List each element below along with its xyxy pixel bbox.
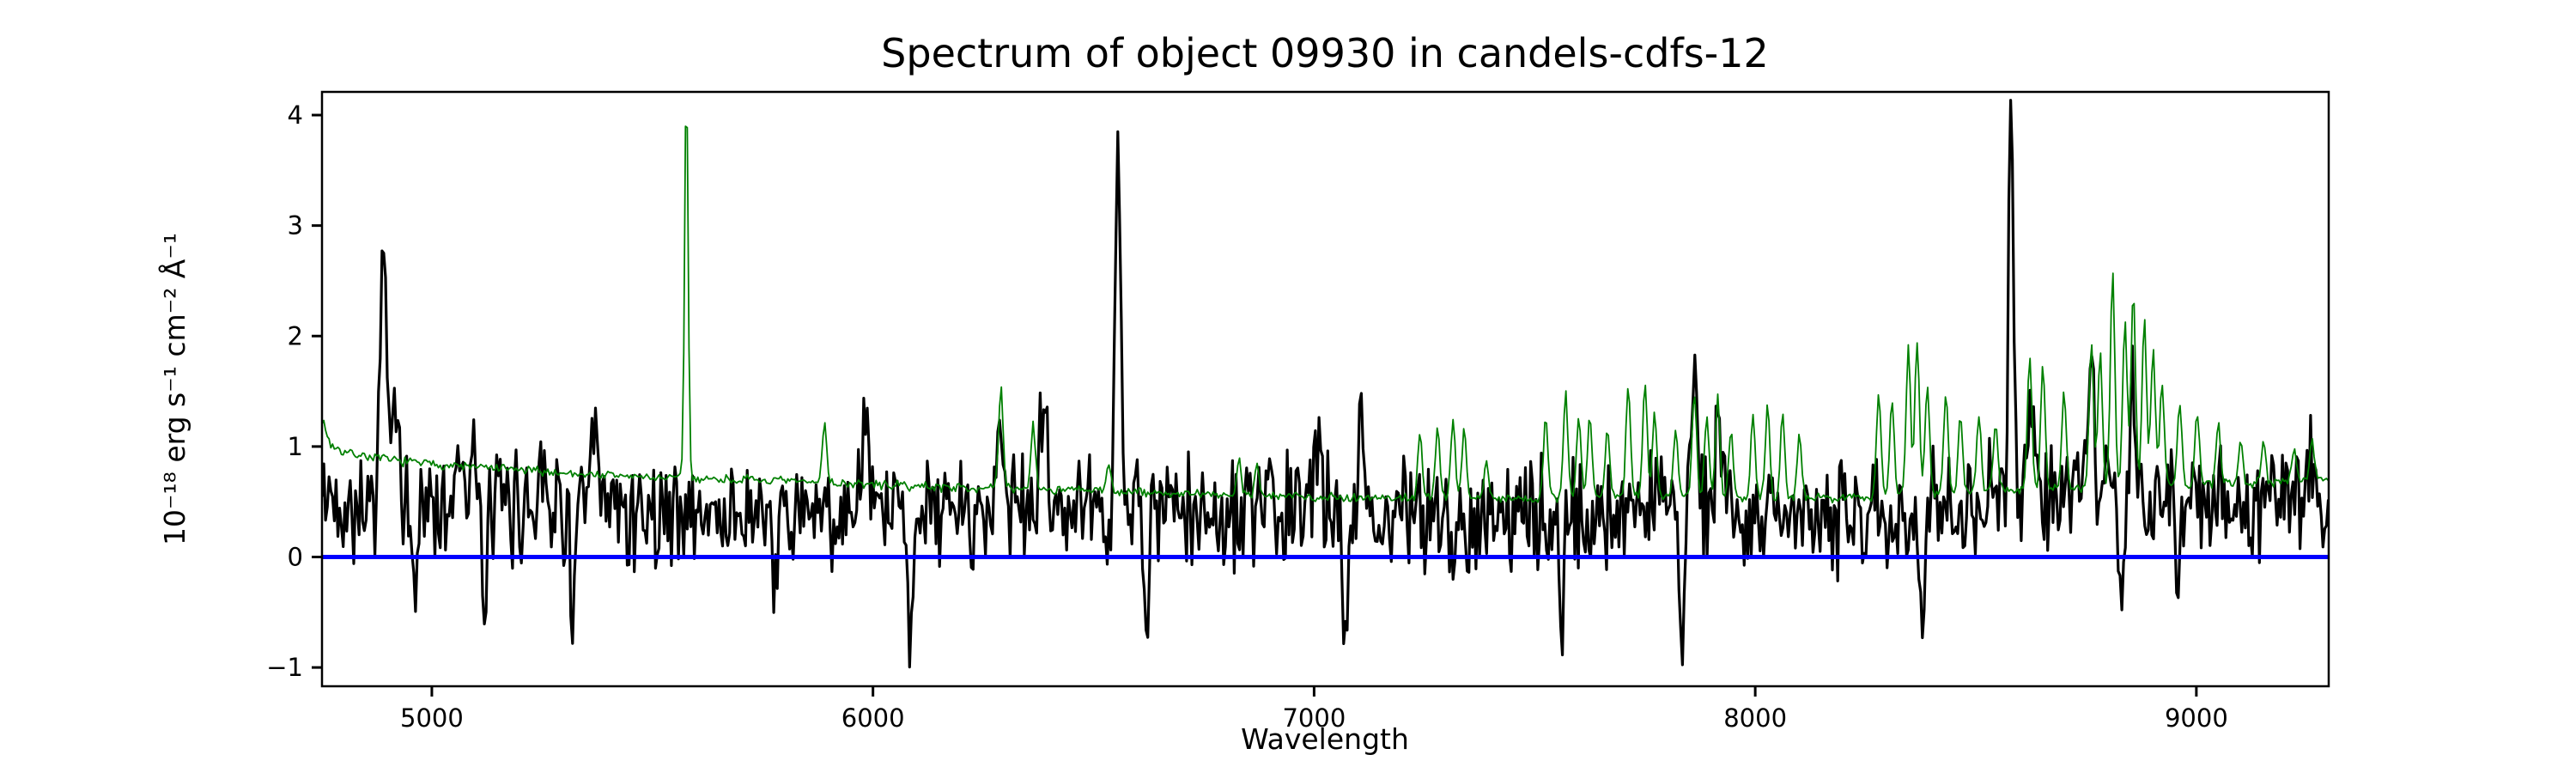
y-tick-label: −1 bbox=[266, 653, 303, 682]
x-axis-ticks: 5000 6000 7000 8000 9000 bbox=[400, 686, 2228, 733]
noise-sky-spectrum-line bbox=[322, 125, 2329, 504]
object-flux-spectrum-line bbox=[322, 99, 2329, 669]
x-tick-label: 5000 bbox=[400, 703, 464, 733]
y-tick-label: 1 bbox=[288, 432, 303, 461]
data-series-group bbox=[322, 99, 2329, 669]
x-tick-label: 6000 bbox=[841, 703, 905, 733]
y-tick-label: 4 bbox=[288, 100, 303, 130]
y-axis-label: 10⁻¹⁸ erg s⁻¹ cm⁻² Å⁻¹ bbox=[157, 233, 191, 545]
x-tick-label: 7000 bbox=[1282, 703, 1346, 733]
chart-title: Spectrum of object 09930 in candels-cdfs… bbox=[881, 30, 1769, 76]
x-tick-label: 9000 bbox=[2165, 703, 2228, 733]
y-axis-ticks: −1 0 1 2 3 4 bbox=[266, 100, 322, 682]
plot-border bbox=[320, 90, 2330, 688]
y-tick-label: 3 bbox=[288, 211, 303, 240]
x-tick-label: 8000 bbox=[1723, 703, 1787, 733]
x-axis-label: Wavelength bbox=[1241, 722, 1409, 756]
y-tick-label: 2 bbox=[288, 321, 303, 350]
y-tick-label: 0 bbox=[288, 543, 303, 572]
